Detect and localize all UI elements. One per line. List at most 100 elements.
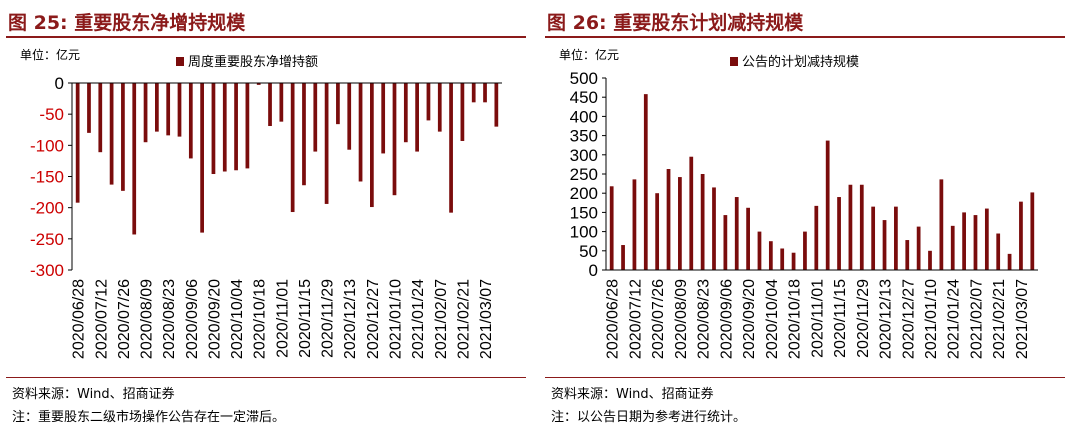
- x-tick-label: 2021/01/24: [410, 279, 427, 359]
- bar: [313, 83, 318, 152]
- chart-panel-net-increase: 图 25: 重要股东净增持规模 单位：亿元 周度重要股东净增持额 0 -50 -10…: [6, 0, 526, 434]
- bar: [256, 83, 261, 85]
- x-tick-label: 2020/09/06: [184, 279, 201, 359]
- x-tick-label: 2020/11/29: [855, 279, 872, 358]
- x-tick-label: 2020/06/28: [71, 279, 88, 359]
- x-tick-label: 2020/06/28: [605, 279, 622, 359]
- bar: [290, 83, 295, 213]
- y-tick-label: 0: [589, 261, 598, 280]
- unit-label: 单位：亿元: [559, 48, 620, 62]
- bar: [1019, 201, 1023, 270]
- y-tick-label: 200: [570, 184, 598, 203]
- bar: [814, 205, 819, 270]
- bar: [121, 83, 125, 191]
- bar: [825, 140, 830, 270]
- bar: [609, 186, 614, 270]
- x-tick-label: 2020/10/04: [764, 279, 781, 359]
- bar: [871, 206, 876, 270]
- legend-label: 公告的计划减持规模: [742, 55, 860, 70]
- bar: [98, 83, 103, 153]
- y-tick-label: 150: [570, 203, 598, 222]
- bar: [723, 215, 728, 270]
- bar: [894, 206, 898, 270]
- bar: [882, 220, 887, 270]
- bar: [177, 83, 182, 137]
- y-tick-label: -100: [30, 136, 64, 155]
- chart-panel-planned-reduction: 图 26: 重要股东计划减持规模 单位：亿元 公告的计划减持规模 500 450 4…: [545, 0, 1065, 434]
- chart-title: 图 26: 重要股东计划减持规模: [547, 12, 804, 34]
- y-tick-label: -250: [30, 230, 64, 249]
- bar: [632, 179, 637, 270]
- bar: [358, 83, 363, 182]
- bar: [279, 83, 284, 122]
- x-tick-label: 2021/01/10: [923, 279, 940, 359]
- bar: [403, 83, 408, 143]
- bar: [324, 83, 329, 204]
- bar: [132, 83, 137, 235]
- bar: [939, 179, 944, 270]
- x-tick-label: 2020/09/20: [206, 279, 223, 359]
- x-tick-label: 2020/08/23: [161, 279, 178, 359]
- bar: [837, 197, 841, 270]
- x-tick-label: 2021/01/10: [388, 279, 405, 359]
- x-tick-label: 2020/10/18: [787, 279, 804, 359]
- bar: [347, 83, 352, 150]
- y-tick-label: 250: [570, 165, 598, 184]
- x-tick-label: 2020/10/04: [229, 279, 246, 359]
- bar: [678, 177, 682, 270]
- footer-divider: [545, 377, 1065, 378]
- footer-divider: [6, 377, 526, 378]
- bar: [234, 83, 238, 171]
- bar: [734, 197, 739, 270]
- bar: [768, 241, 773, 270]
- bar: [471, 83, 476, 103]
- title-divider: [6, 36, 526, 38]
- x-tick-label: 2020/12/27: [900, 279, 917, 359]
- x-tick-label: 2020/07/26: [650, 279, 667, 359]
- note-text: 注：以公告日期为参考进行统计。: [551, 410, 747, 425]
- y-tick-label: 500: [570, 69, 598, 88]
- bar: [75, 83, 80, 203]
- y-tick-label: 100: [570, 223, 598, 242]
- bar: [757, 231, 762, 270]
- bar: [109, 83, 114, 185]
- bar: [336, 83, 340, 125]
- bar: [791, 252, 796, 270]
- bar: [392, 83, 397, 196]
- y-tick-label: 300: [570, 146, 598, 165]
- x-tick-label: 2021/02/07: [968, 279, 985, 359]
- bar: [211, 83, 216, 175]
- bar: [700, 174, 705, 270]
- x-tick-label: 2020/10/18: [252, 279, 269, 359]
- y-tick-label: 350: [570, 127, 598, 146]
- y-tick-label: 400: [570, 107, 598, 126]
- bar: [973, 215, 978, 270]
- bar: [666, 169, 671, 270]
- x-tick-label: 2021/02/21: [455, 279, 472, 359]
- x-tick-label: 2020/08/23: [696, 279, 713, 359]
- bar: [996, 233, 1001, 270]
- legend: 周度重要股东净增持额: [176, 51, 318, 70]
- y-tick-label: -200: [30, 199, 64, 218]
- bar: [950, 225, 955, 270]
- bar: [928, 250, 932, 270]
- legend-label: 周度重要股东净增持额: [188, 55, 319, 70]
- bar: [780, 248, 785, 270]
- x-tick-label: 2020/11/29: [320, 279, 337, 358]
- title-divider: [545, 36, 1065, 38]
- legend-swatch: [176, 57, 184, 66]
- x-tick-label: 2020/07/12: [93, 279, 110, 359]
- bar: [905, 240, 910, 270]
- bar: [222, 83, 227, 172]
- x-tick-label: 2020/11/01: [274, 279, 291, 358]
- y-tick-label: -150: [30, 168, 64, 187]
- bar: [381, 83, 386, 154]
- bar: [621, 245, 625, 270]
- bar: [803, 231, 807, 270]
- y-tick-label: 50: [579, 242, 598, 261]
- x-tick-label: 2020/07/26: [116, 279, 133, 359]
- x-tick-label: 2021/03/07: [1014, 279, 1031, 359]
- bar: [859, 184, 864, 270]
- x-tick-label: 2021/01/24: [946, 279, 963, 359]
- bar: [483, 83, 487, 103]
